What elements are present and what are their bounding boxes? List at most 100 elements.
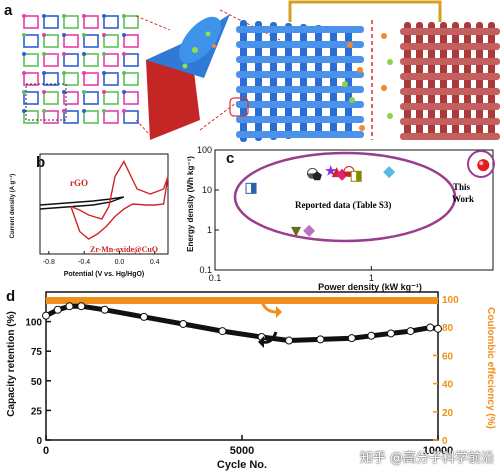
panel-label-a: a [4, 2, 13, 19]
highlight-box [229, 97, 249, 117]
lattice-atom [82, 52, 86, 56]
lattice-atom [102, 109, 106, 113]
lattice-atom [102, 52, 106, 56]
ragone-y-axis-label: Energy density (Wh kg⁻¹) [186, 156, 195, 252]
fiber-strand-vertical [440, 22, 447, 140]
lattice-atom [62, 33, 66, 37]
lattice-cell [123, 91, 139, 105]
fiber-strand-vertical [300, 24, 307, 138]
fiber-strand-vertical [285, 23, 292, 139]
ragone-this-label: This [453, 182, 471, 192]
lattice-cell [83, 110, 99, 124]
capacity-retention-point [100, 305, 109, 314]
cycling-x-tick-label: 10000 [423, 445, 454, 457]
fiber-strand-horizontal [236, 116, 364, 123]
lattice-atom [62, 14, 66, 18]
cv-x-tick-label: 0.0 [115, 259, 125, 266]
capacity-retention-point [406, 327, 415, 336]
fiber-strand-horizontal [400, 118, 500, 125]
lattice-cell [103, 72, 119, 86]
lattice-cell [23, 53, 39, 67]
lattice-cell [23, 72, 39, 86]
cv-y-axis-label: Current density (A g⁻¹) [9, 174, 16, 239]
capacity-retention-point [316, 335, 325, 344]
fiber-strand-horizontal [236, 71, 364, 78]
watermark-text: 知乎 @高分子科学前沿 [359, 451, 494, 466]
cycling-y2-tick-label: 20 [442, 408, 454, 419]
capacity-retention-point [179, 319, 188, 328]
cv-series-1 [70, 160, 169, 240]
lattice-atom [62, 52, 66, 56]
cv-x-tick-label: -0.4 [78, 259, 90, 266]
fiber-strand-horizontal [400, 73, 500, 80]
lattice-cell [43, 53, 59, 67]
ragone-x-tick-label: 1 [369, 273, 374, 283]
lattice-atom [42, 52, 46, 56]
cv-series-0 [39, 196, 125, 210]
lattice-atom [82, 109, 86, 113]
ragone-point-fill [356, 171, 362, 182]
orange-arrowhead [276, 306, 282, 318]
lattice-atom [122, 52, 126, 56]
lattice-cell [43, 34, 59, 48]
cycling-x-axis-label: Cycle No. [217, 459, 267, 471]
fiber-strand-horizontal [400, 28, 500, 35]
lattice-atom [42, 33, 46, 37]
lattice-atom [102, 14, 106, 18]
fiber-strand-horizontal [236, 56, 364, 63]
lattice-cell [43, 110, 59, 124]
capacity-retention-point [434, 324, 442, 333]
fiber-strand-horizontal [400, 43, 500, 50]
this-work-circle [467, 150, 495, 178]
panel-label-c: c [226, 150, 235, 167]
ragone-point [312, 171, 322, 181]
fiber-strand-vertical [476, 22, 483, 140]
lattice-atom [102, 90, 106, 94]
lattice-atom [42, 90, 46, 94]
capacity-retention-point [367, 331, 376, 340]
cycling-y2-tick-label: 0 [442, 436, 448, 447]
panel-a-illustration [18, 0, 500, 142]
lattice-atom [122, 90, 126, 94]
lattice-atom [22, 33, 26, 37]
capacity-retention-point [140, 312, 148, 321]
ragone-y-tick-label: 10 [202, 185, 212, 195]
capacity-retention-point [285, 336, 294, 345]
fiber-strand-horizontal [400, 88, 500, 95]
this-work-highlight [479, 161, 484, 166]
lattice-cell [83, 72, 99, 86]
lattice-cell [23, 91, 39, 105]
lattice-cell [103, 15, 119, 29]
lattice-atom [62, 109, 66, 113]
ragone-chart: 0.1 1 0.1 1 10 100 Reported data (Table S3) T… [186, 145, 495, 292]
lattice-cell [63, 15, 79, 29]
ragone-point [383, 166, 396, 179]
ion-dot [357, 67, 363, 73]
capacity-retention-point [42, 311, 50, 320]
lattice-atom [22, 71, 26, 75]
cv-label-zr: Zr-Mn-oxide@CuO [90, 245, 158, 254]
ion-dot [381, 85, 387, 91]
capacity-retention-point [65, 302, 74, 311]
cycling-y2-tick-label: 100 [442, 295, 459, 306]
cycling-y2-tick-label: 60 [442, 351, 454, 362]
ion-dot [342, 81, 348, 87]
fiber-strand-vertical [404, 22, 411, 140]
lattice-cell [123, 110, 139, 124]
capacity-retention-point [53, 305, 62, 314]
lattice-cell [103, 110, 119, 124]
fiber-strand-horizontal [236, 131, 364, 138]
ragone-point [291, 226, 302, 237]
ragone-x-tick-label: 0.1 [209, 273, 222, 283]
lattice-atom [122, 71, 126, 75]
ion-dot [349, 97, 355, 103]
lattice-cell [63, 34, 79, 48]
ragone-point [325, 164, 337, 176]
lattice-atom [42, 14, 46, 18]
fiber-strand-vertical [416, 22, 423, 140]
zoom-box [25, 83, 67, 121]
fiber-strand-vertical [428, 22, 435, 140]
cycling-y-tick-label: 75 [31, 347, 43, 358]
fiber-strand-vertical [255, 21, 262, 141]
